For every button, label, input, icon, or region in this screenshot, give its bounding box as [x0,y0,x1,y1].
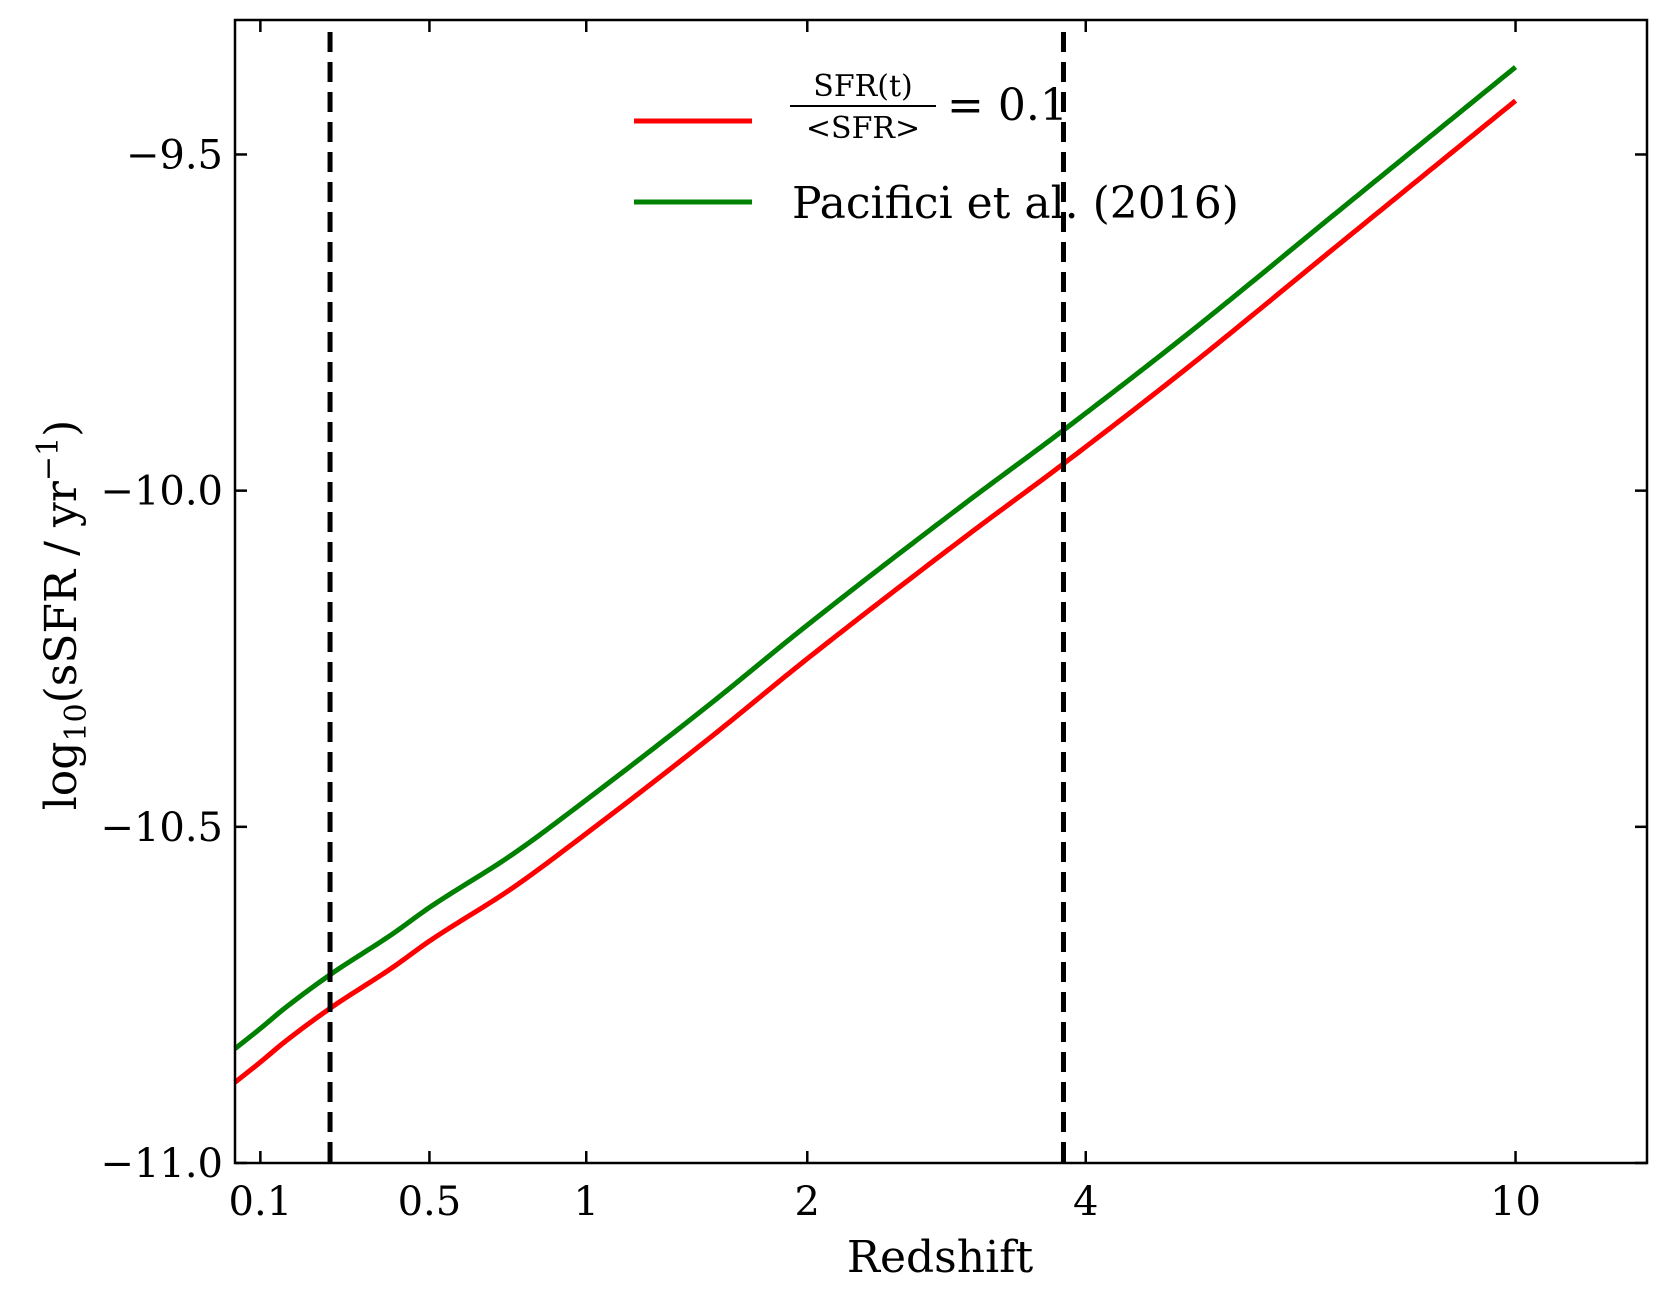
y-axis-label-body: (sSFR / yr [36,480,87,703]
y-tick-label: −11.0 [100,1141,223,1187]
x-tick-label: 10 [1490,1179,1541,1225]
y-axis-label-prefix: log [36,742,87,811]
plot-frame [233,18,1649,1165]
y-axis-label: log10(sSFR / yr−1) [31,420,94,811]
x-tick-label: 2 [795,1179,820,1225]
x-tick-label: 1 [574,1179,599,1225]
lines-layer [233,65,1518,1085]
y-axis-label-superscript: −1 [31,437,66,481]
vlines-layer [327,32,1066,1163]
series-line-1 [233,98,1518,1085]
legend-label-series-2: Pacifici et al. (2016) [792,178,1239,229]
x-tick-label: 0.5 [398,1179,462,1225]
y-tick-label: −10.0 [100,469,223,515]
series-line-2 [233,65,1518,1051]
legend-fraction-denominator: <SFR> [806,111,920,146]
y-axis-label-subscript: 10 [59,703,94,741]
legend-label-series-1-suffix: = 0.1 [947,80,1068,131]
y-tick-label: −10.5 [100,805,223,851]
y-tick-label: −9.5 [126,132,223,178]
y-axis-label-suffix: ) [36,420,87,437]
legend-fraction-numerator: SFR(t) [813,69,912,104]
x-axis-label: Redshift [847,1232,1034,1283]
ticks-layer: 0.1 0.5 1 2 4 10 −11.0 −10.5 −10.0 −9.5 [100,20,1647,1225]
x-tick-label: 0.1 [229,1179,293,1225]
legend: SFR(t) <SFR> = 0.1 Pacifici et al. (2016… [634,69,1239,229]
x-tick-label: 4 [1073,1179,1098,1225]
axes-layer [233,18,1649,1165]
